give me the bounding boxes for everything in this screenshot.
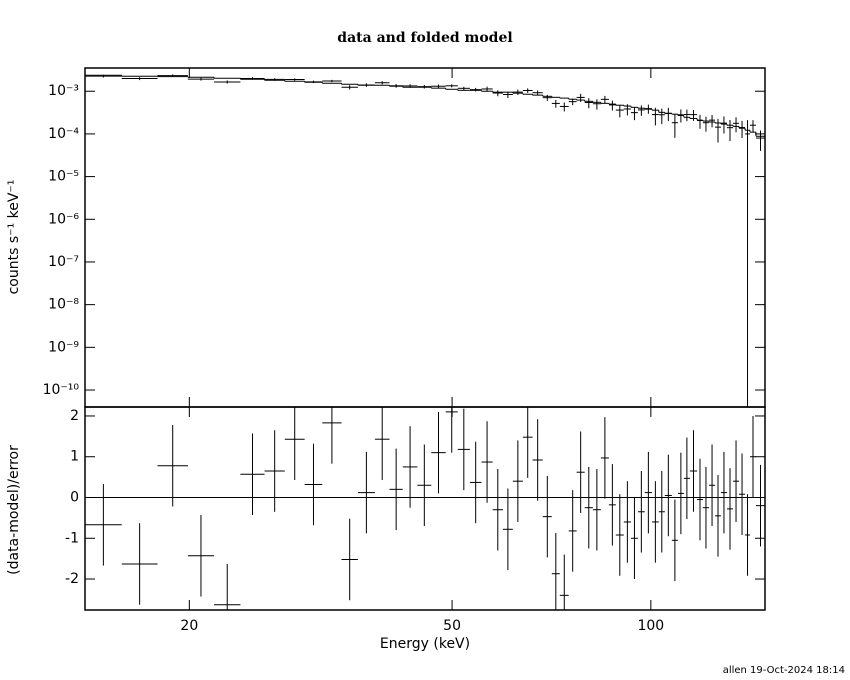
y-tick-label: -1 xyxy=(65,530,79,546)
x-tick-label: 100 xyxy=(637,618,664,634)
y-tick-label: 10⁻⁶ xyxy=(48,211,79,227)
plot-frame xyxy=(84,406,766,611)
y-tick-label: 10⁻¹⁰ xyxy=(43,382,80,398)
y-tick-label: 10⁻³ xyxy=(48,83,79,99)
y-tick-label: 10⁻⁷ xyxy=(48,254,79,270)
y-tick-label: 0 xyxy=(70,489,79,505)
y-tick-label: 2 xyxy=(70,408,79,424)
chart-title: data and folded model xyxy=(337,30,512,46)
y-tick-label: 10⁻⁴ xyxy=(48,126,79,142)
x-tick-label: 50 xyxy=(443,618,461,634)
y-axis-label: (data-model)/error xyxy=(6,445,22,575)
y-tick-label: 1 xyxy=(70,449,79,465)
x-tick-label: 20 xyxy=(180,618,198,634)
y-tick-label: -2 xyxy=(65,571,79,587)
y-tick-label: 10⁻⁵ xyxy=(48,169,79,185)
y-axis-label: counts s⁻¹ keV⁻¹ xyxy=(6,180,22,295)
y-tick-label: 10⁻⁹ xyxy=(48,339,79,355)
x-axis-label: Energy (keV) xyxy=(380,636,470,652)
footer: allen 19-Oct-2024 18:14 xyxy=(723,665,845,676)
y-tick-label: 10⁻⁸ xyxy=(48,297,79,313)
